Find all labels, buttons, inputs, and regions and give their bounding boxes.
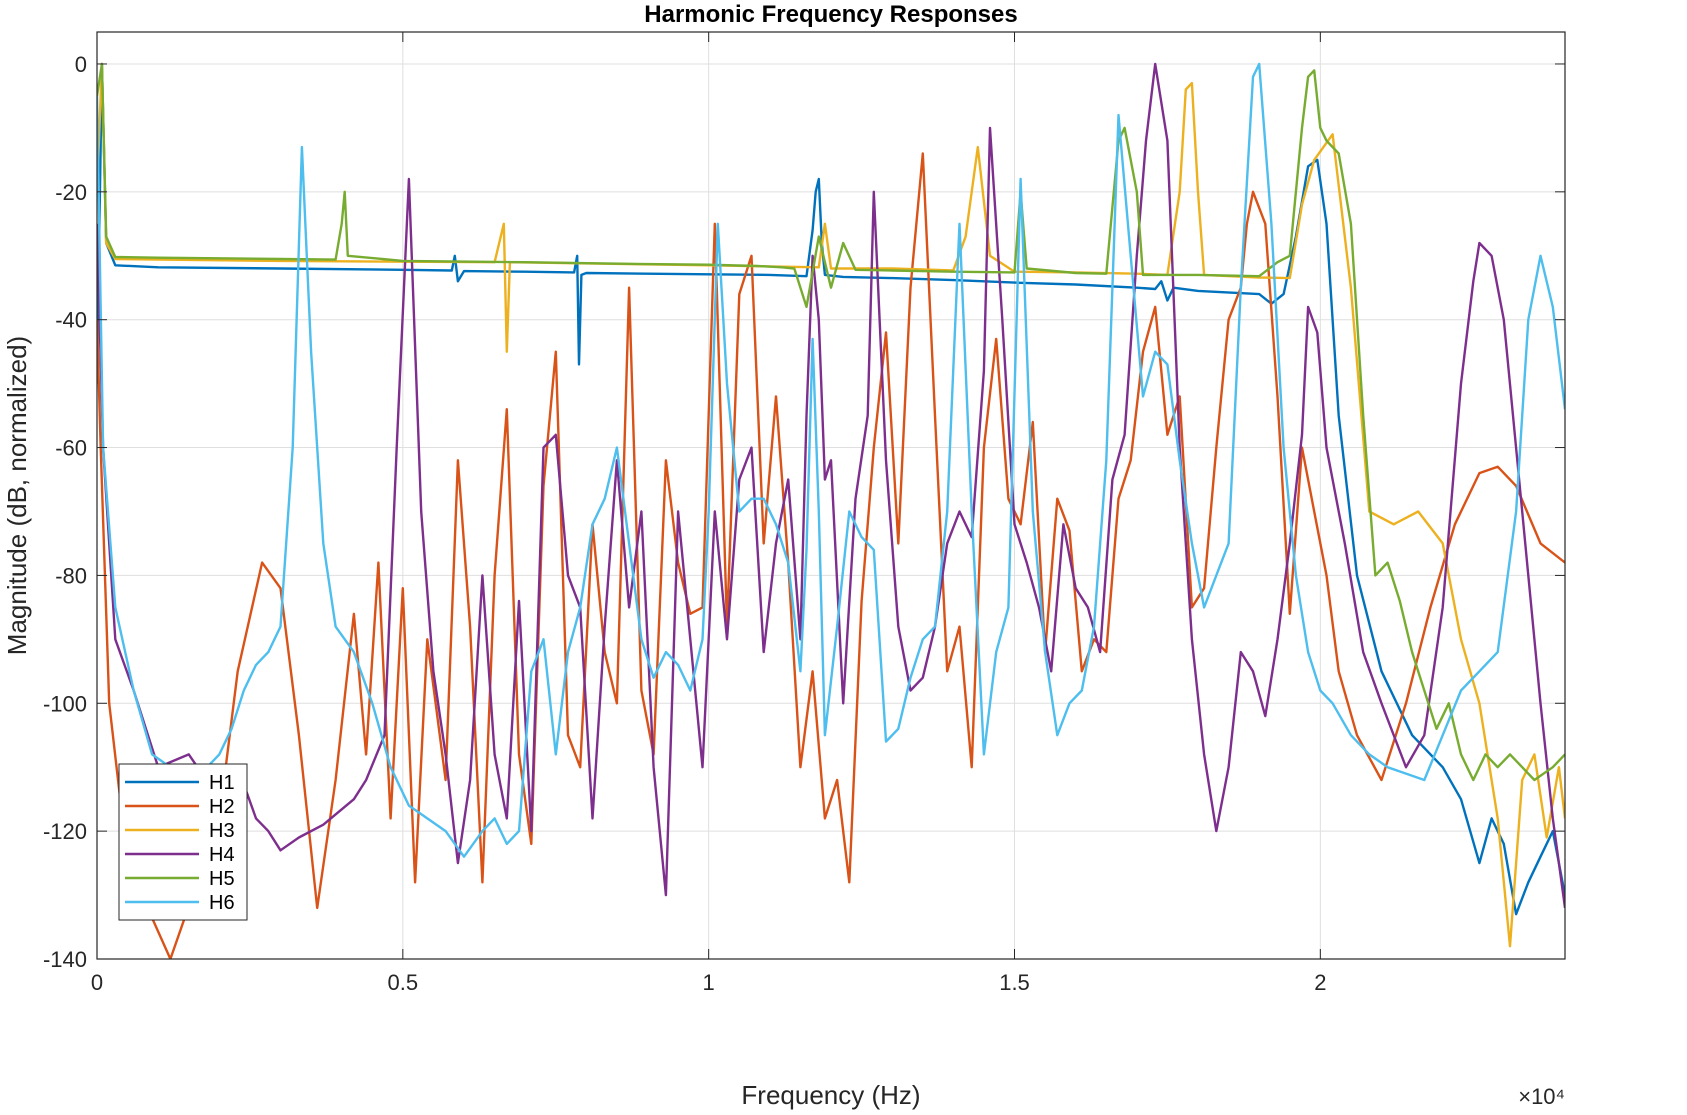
x-tick-label: 2	[1314, 970, 1326, 995]
y-tick-label: -40	[55, 308, 87, 333]
legend-label-h5: H5	[209, 868, 235, 890]
y-tick-label: -120	[43, 819, 87, 844]
series-line-h1	[97, 62, 1565, 916]
chart-title: Harmonic Frequency Responses	[644, 1, 1017, 28]
series-line-h4	[97, 62, 1565, 909]
x-axis-ticks: 0 0.5 1 1.5 2	[91, 32, 1326, 995]
x-axis-label: Frequency (Hz)	[741, 1080, 920, 1110]
series-lines	[97, 62, 1565, 959]
series-line-h2	[97, 152, 1565, 959]
plot-frame	[96, 31, 1566, 960]
series-line-h3	[97, 62, 1565, 948]
y-tick-label: -80	[55, 563, 87, 588]
y-tick-label: -100	[43, 691, 87, 716]
y-axis-label: Magnitude (dB, normalized)	[2, 336, 32, 655]
y-tick-label: -140	[43, 947, 87, 972]
legend-label-h3: H3	[209, 820, 235, 842]
x-tick-label: 1.5	[999, 970, 1030, 995]
x-tick-label: 1	[703, 970, 715, 995]
y-tick-label: -20	[55, 180, 87, 205]
y-tick-label: 0	[75, 52, 87, 77]
series-line-h6	[97, 62, 1565, 858]
x-tick-label: 0	[91, 970, 103, 995]
legend-label-h1: H1	[209, 772, 235, 794]
legend-box	[118, 763, 248, 921]
series-line-h5	[97, 62, 1565, 782]
legend-label-h2: H2	[209, 796, 235, 818]
x-axis-exponent: ×10⁴	[1518, 1084, 1565, 1109]
x-tick-label: 0.5	[388, 970, 419, 995]
legend-label-h6: H6	[209, 892, 235, 914]
plot-area	[97, 32, 1565, 959]
y-tick-label: -60	[55, 436, 87, 461]
legend-label-h4: H4	[209, 844, 235, 866]
y-axis-ticks: 0 -20 -40 -60 -80 -100 -120 -140	[43, 52, 1565, 972]
